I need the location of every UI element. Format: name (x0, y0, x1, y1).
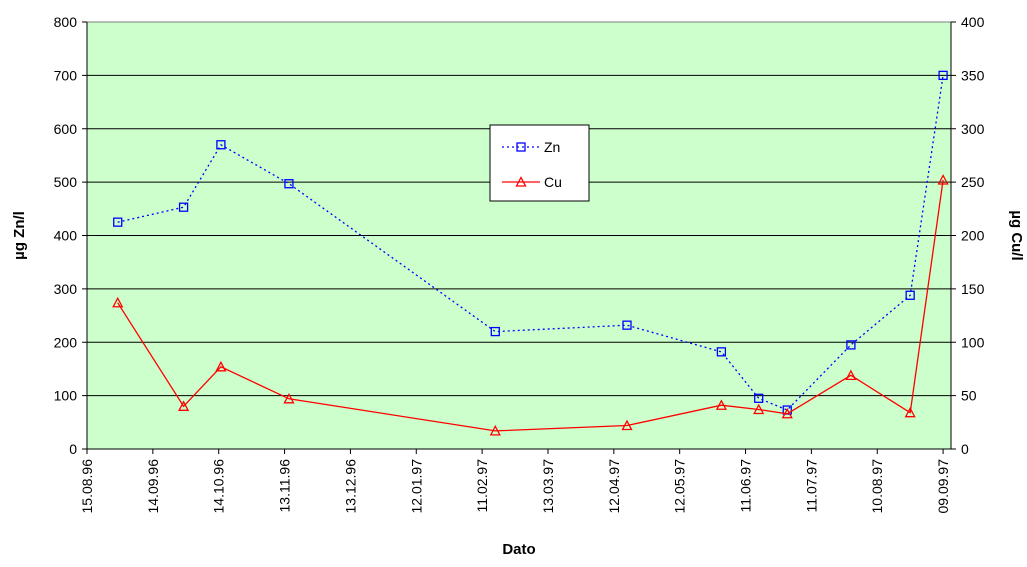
data-point-cu (283, 392, 295, 404)
x-tick-label: 15.08.96 (79, 459, 95, 514)
data-point-cu (904, 406, 916, 418)
series-line-zn (117, 75, 944, 411)
legend-box (489, 124, 590, 202)
left-tick-label: 700 (54, 67, 78, 83)
legend-zn-marker (502, 142, 540, 152)
right-tick-label: 50 (961, 388, 977, 404)
data-point-zn (216, 140, 226, 150)
data-point-zn (284, 179, 294, 189)
left-tick-label: 300 (54, 281, 78, 297)
x-tick-label: 13.11.96 (277, 459, 293, 513)
left-tick-label: 400 (54, 228, 78, 244)
left-tick-label: 500 (54, 174, 78, 190)
data-point-zn (938, 70, 948, 81)
data-point-cu (178, 400, 190, 411)
x-tick-label: 11.07.97 (803, 459, 819, 513)
x-tick-label: 13.12.96 (342, 459, 358, 514)
x-tick-label: 09.09.97 (935, 459, 951, 514)
x-tick-label: 14.10.96 (211, 459, 227, 514)
x-tick-label: 12.04.97 (606, 459, 622, 514)
x-axis-title: Dato (502, 541, 535, 558)
data-point-zn (113, 217, 123, 227)
data-point-zn (622, 320, 632, 330)
x-tick-label: 12.01.97 (408, 459, 424, 514)
data-point-cu (781, 407, 793, 419)
data-point-cu (215, 360, 227, 372)
data-point-cu (937, 174, 949, 185)
left-tick-label: 600 (54, 121, 78, 137)
data-point-cu (715, 399, 727, 410)
right-tick-label: 400 (961, 14, 985, 30)
legend: Zn Cu (489, 124, 590, 202)
data-point-zn (754, 393, 764, 403)
legend-label-cu: Cu (544, 174, 562, 190)
legend-zn-square (516, 142, 526, 152)
x-axis-ticks: 15.08.96 14.09.96 14.10.96 13.11.96 13.12.96… (79, 449, 951, 514)
data-point-cu (489, 424, 501, 436)
data-point-cu (845, 369, 857, 380)
legend-cu-triangle (515, 176, 527, 187)
data-point-cu (112, 296, 124, 308)
x-tick-label: 12.05.97 (672, 459, 688, 514)
right-axis-ticks: 0 50 100 150 200 250 300 350 400 (951, 14, 985, 457)
data-point-zn (905, 290, 915, 300)
data-point-cu (621, 419, 633, 431)
right-tick-label: 300 (961, 121, 985, 137)
x-tick-label: 13.03.97 (540, 459, 556, 514)
series-layer (112, 70, 949, 436)
legend-label-zn: Zn (544, 139, 560, 155)
right-tick-label: 250 (961, 174, 985, 190)
right-tick-label: 200 (961, 228, 985, 244)
x-tick-label: 10.08.97 (869, 459, 885, 514)
data-point-zn (490, 326, 500, 337)
data-point-zn (178, 202, 189, 212)
right-tick-label: 100 (961, 334, 985, 350)
x-tick-label: 11.06.97 (738, 459, 754, 513)
data-point-cu (753, 403, 765, 415)
right-tick-label: 150 (961, 281, 985, 297)
left-tick-label: 800 (54, 14, 78, 30)
right-axis-title: µg Cu/l (1008, 210, 1025, 260)
data-point-zn (716, 347, 727, 357)
left-axis-ticks: 0 100 200 300 400 500 600 700 800 (54, 14, 87, 457)
left-axis-title: µg Zn/l (11, 211, 28, 260)
right-tick-label: 0 (961, 441, 969, 457)
right-tick-label: 350 (961, 67, 985, 83)
left-tick-label: 0 (69, 441, 77, 457)
series-line-cu (117, 179, 944, 432)
x-tick-label: 11.02.97 (474, 459, 490, 513)
data-point-zn (846, 340, 856, 350)
left-tick-label: 100 (54, 388, 78, 404)
x-tick-label: 14.09.96 (145, 459, 161, 514)
legend-cu-marker (502, 176, 540, 187)
left-tick-label: 200 (54, 334, 78, 350)
